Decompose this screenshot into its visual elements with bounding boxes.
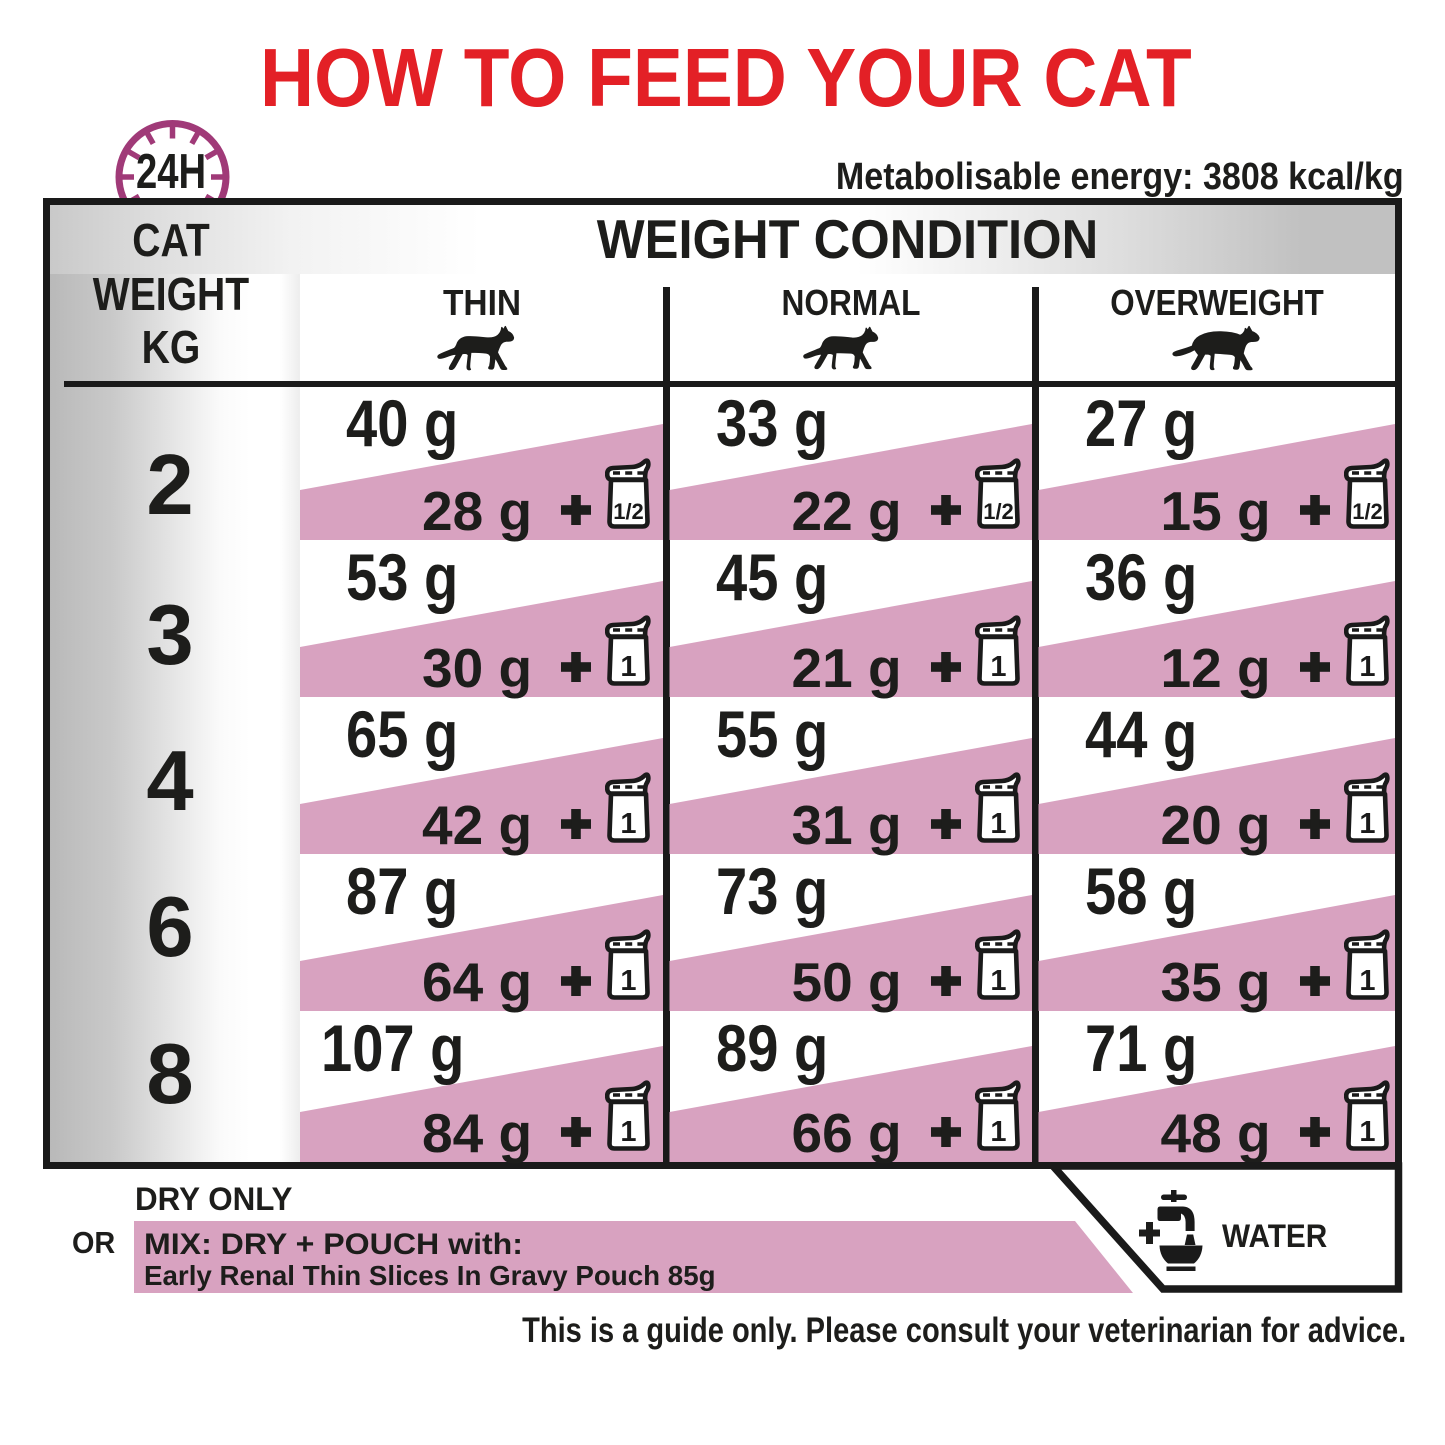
svg-text:1: 1 bbox=[1359, 1116, 1375, 1148]
svg-text:1: 1 bbox=[1359, 965, 1375, 997]
svg-text:1: 1 bbox=[1359, 651, 1375, 683]
svg-text:1: 1 bbox=[620, 651, 636, 683]
svg-text:1: 1 bbox=[1359, 808, 1375, 840]
svg-text:1: 1 bbox=[620, 965, 636, 997]
svg-text:1/2: 1/2 bbox=[1352, 499, 1383, 524]
svg-text:1: 1 bbox=[620, 808, 636, 840]
svg-text:1: 1 bbox=[620, 1116, 636, 1148]
svg-text:1/2: 1/2 bbox=[983, 499, 1014, 524]
svg-text:1: 1 bbox=[990, 651, 1006, 683]
svg-text:1: 1 bbox=[990, 1116, 1006, 1148]
svg-text:1: 1 bbox=[990, 965, 1006, 997]
svg-text:1/2: 1/2 bbox=[613, 499, 644, 524]
svg-text:1: 1 bbox=[990, 808, 1006, 840]
